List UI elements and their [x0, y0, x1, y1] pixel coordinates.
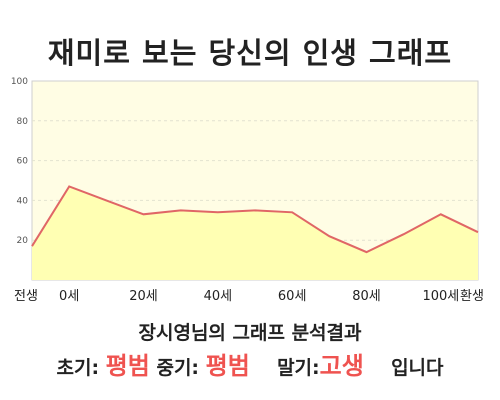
x-tick-label: 전생 [14, 289, 38, 304]
mid-label: 중기: [156, 357, 200, 379]
analysis-summary: 장시영님의 그래프 분석결과 [138, 322, 362, 344]
y-axis-ticks: 20 40 60 80 100 [11, 77, 28, 246]
mid-value: 평범 [205, 352, 250, 380]
series-line [31, 185, 479, 254]
y-tick-label: 60 [17, 157, 29, 167]
y-tick-label: 80 [17, 117, 29, 127]
x-tick-label: 80세 [352, 289, 381, 304]
series-area [32, 186, 478, 280]
early-value: 평범 [105, 352, 150, 380]
x-tick-label: 환생 [460, 289, 484, 304]
page-title: 재미로 보는 당신의 인생 그래프 [47, 36, 453, 70]
y-tick-label: 100 [11, 77, 28, 87]
y-tick-label: 40 [17, 196, 29, 206]
verdict-line: 초기: 평범 중기: 평범 말기:고생 입니다 [0, 346, 500, 381]
x-axis-ticks: 전생 0세 20세 40세 60세 80세 100세 환생 [14, 289, 484, 304]
verdict-suffix: 입니다 [391, 357, 444, 379]
late-value: 고생 [319, 352, 364, 380]
x-tick-label: 60세 [278, 289, 307, 304]
x-tick-label: 0세 [59, 289, 79, 304]
x-tick-label: 40세 [204, 289, 233, 304]
early-label: 초기: [56, 357, 100, 379]
x-tick-label: 20세 [129, 289, 158, 304]
y-tick-label: 20 [17, 236, 29, 246]
late-label: 말기: [277, 357, 320, 379]
x-tick-label: 100세 [422, 289, 459, 304]
